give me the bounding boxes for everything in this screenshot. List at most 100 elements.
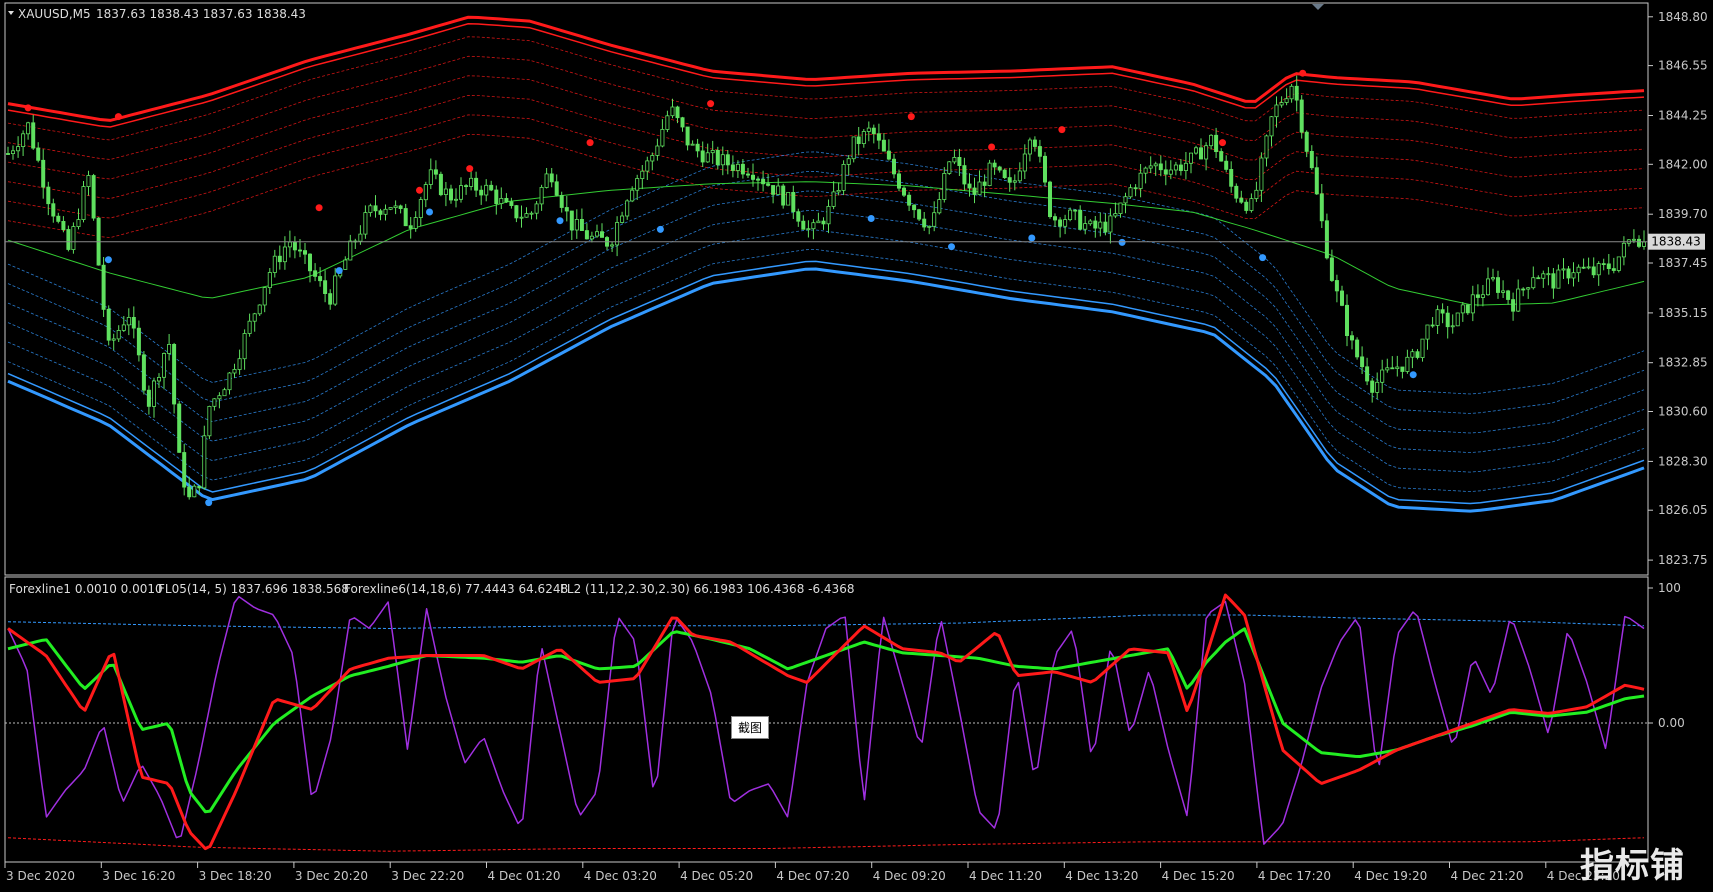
time-tick-label: 3 Dec 2020 bbox=[6, 869, 75, 883]
mid-line bbox=[7, 181, 1645, 306]
oscillator-series bbox=[7, 593, 1645, 851]
candle-body bbox=[1405, 356, 1410, 372]
candle-body bbox=[776, 185, 781, 195]
candle-body bbox=[1098, 221, 1103, 229]
candle-body bbox=[1224, 160, 1229, 170]
time-tick-label: 4 Dec 05:20 bbox=[680, 869, 753, 883]
candle-body bbox=[1319, 193, 1324, 222]
price-axis: 1848.80 1846.55 1844.25 1842.00 1839.70 1837.… bbox=[1648, 10, 1708, 567]
candle-body bbox=[116, 329, 121, 340]
candle-body bbox=[1576, 266, 1581, 274]
candle-body bbox=[1450, 325, 1455, 328]
candle-body bbox=[156, 376, 161, 382]
candle-body bbox=[1002, 169, 1007, 179]
candle-body bbox=[1279, 102, 1284, 106]
candle-body bbox=[766, 183, 771, 186]
candle-body bbox=[902, 187, 907, 196]
candle-body bbox=[1455, 312, 1460, 327]
candle-body bbox=[821, 220, 826, 225]
candle-body bbox=[423, 184, 428, 201]
price-tick-label: 1844.25 bbox=[1658, 109, 1708, 123]
price-tick-label: 1830.60 bbox=[1658, 405, 1708, 419]
candle-body bbox=[227, 372, 232, 391]
candle-body bbox=[343, 259, 348, 270]
candle-body bbox=[46, 186, 51, 205]
shift-marker-icon[interactable] bbox=[1312, 4, 1324, 10]
menu-triangle-icon[interactable] bbox=[8, 11, 14, 15]
time-tick-label: 3 Dec 22:20 bbox=[391, 869, 464, 883]
candle-body bbox=[499, 197, 504, 204]
candle-body bbox=[1395, 366, 1400, 370]
price-tick-label: 1839.70 bbox=[1658, 207, 1708, 221]
candle-body bbox=[992, 162, 997, 168]
candle-body bbox=[1309, 150, 1314, 169]
candle-body bbox=[997, 166, 1002, 171]
candle-body bbox=[801, 220, 806, 230]
candle-body bbox=[544, 173, 549, 188]
candle-body bbox=[584, 230, 589, 240]
candle-body bbox=[680, 117, 685, 128]
candle-body bbox=[1264, 135, 1269, 159]
osc-tick-label: 0.00 bbox=[1658, 716, 1685, 730]
upper-band-inner-2 bbox=[7, 75, 1645, 180]
candle-body bbox=[640, 170, 645, 179]
candle-body bbox=[1058, 219, 1063, 227]
candle-body bbox=[806, 228, 811, 231]
candle-body bbox=[388, 207, 393, 210]
candle-body bbox=[1078, 209, 1083, 230]
candle-body bbox=[489, 184, 494, 191]
indicator-panel-frame bbox=[4, 576, 1649, 863]
candle-body bbox=[161, 353, 166, 378]
candle-body bbox=[1189, 152, 1194, 164]
candle-body bbox=[484, 184, 489, 196]
candle-body bbox=[771, 185, 776, 195]
price-tick-label: 1842.00 bbox=[1658, 157, 1708, 171]
candle-body bbox=[6, 153, 11, 155]
candle-body bbox=[247, 320, 252, 334]
candle-body bbox=[937, 199, 942, 214]
candle-body bbox=[1032, 139, 1037, 147]
candle-body bbox=[1345, 304, 1350, 336]
candle-body bbox=[141, 354, 146, 391]
sell-signal-dot bbox=[114, 113, 122, 121]
candle-body bbox=[987, 162, 992, 187]
candle-body bbox=[1486, 278, 1491, 296]
time-tick-label: 3 Dec 16:20 bbox=[102, 869, 175, 883]
candle-body bbox=[932, 212, 937, 227]
lower-band-inner-1 bbox=[7, 229, 1645, 473]
candle-body bbox=[675, 106, 680, 119]
candle-body bbox=[91, 175, 96, 219]
candle-body bbox=[1516, 288, 1521, 312]
candle-body bbox=[514, 205, 519, 219]
lower-band-inner-3 bbox=[7, 190, 1645, 434]
candle-body bbox=[625, 200, 630, 217]
candle-body bbox=[876, 133, 881, 141]
screenshot-tag[interactable]: 截图 bbox=[731, 716, 770, 739]
candle-body bbox=[524, 213, 529, 218]
candle-body bbox=[1506, 290, 1511, 300]
candle-body bbox=[761, 178, 766, 185]
candle-body bbox=[600, 231, 605, 238]
candle-body bbox=[836, 189, 841, 193]
candle-body bbox=[428, 169, 433, 185]
candle-body bbox=[1355, 339, 1360, 358]
candle-body bbox=[1521, 288, 1526, 291]
candle-body bbox=[685, 126, 690, 146]
upper-band-inner-3 bbox=[7, 94, 1645, 199]
candle-body bbox=[1400, 366, 1405, 372]
candle-body bbox=[1445, 312, 1450, 328]
candle-body bbox=[146, 389, 151, 407]
candle-body bbox=[1324, 220, 1329, 259]
ohlc-label: 1837.63 1838.43 1837.63 1838.43 bbox=[96, 7, 306, 21]
candle-body bbox=[26, 122, 31, 135]
candle-body bbox=[539, 186, 544, 205]
current-price-text: 1838.43 bbox=[1651, 235, 1701, 249]
price-tick-label: 1828.30 bbox=[1658, 454, 1708, 468]
osc-series-2 bbox=[7, 595, 1645, 845]
candle-body bbox=[811, 222, 816, 230]
candle-body bbox=[41, 159, 46, 188]
candle-body bbox=[378, 210, 383, 215]
